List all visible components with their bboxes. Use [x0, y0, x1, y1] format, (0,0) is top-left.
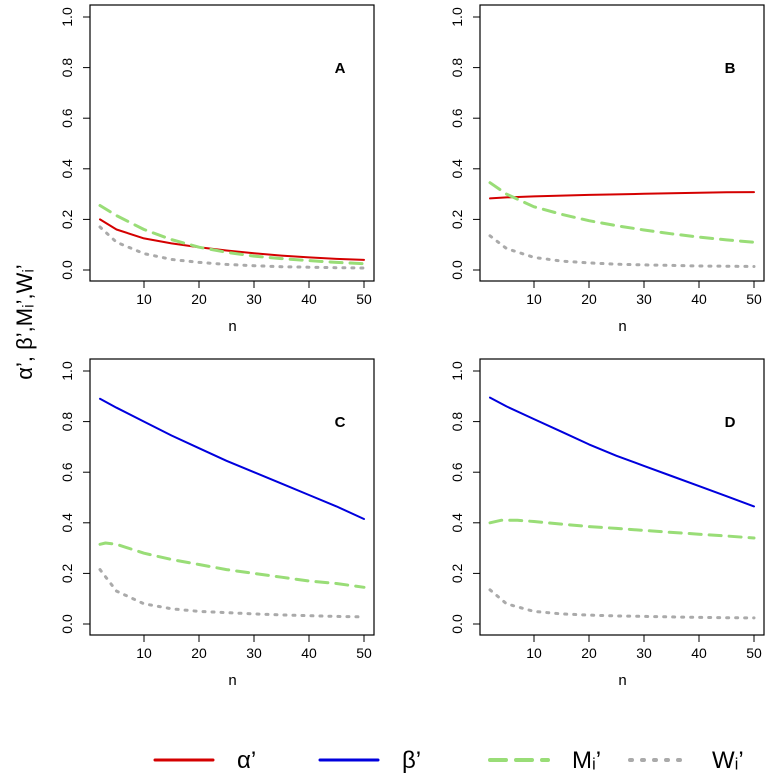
y-tick-label: 0.8 [449, 412, 465, 432]
y-tick-label: 1.0 [449, 7, 465, 27]
x-tick-label: 50 [356, 291, 372, 307]
series-line-W [488, 234, 756, 268]
series-line-M [98, 541, 366, 589]
plot-frame [479, 358, 765, 636]
y-tick-label: 0.8 [59, 58, 75, 78]
x-tick-label: 10 [526, 291, 542, 307]
legend: α’ β’ Mᵢ’ Wᵢ’ [153, 747, 744, 774]
x-tick-label: 50 [746, 291, 762, 307]
y-tick-label: 0.6 [449, 108, 465, 128]
series-line-beta [99, 397, 365, 520]
y-tick-label: 0.0 [59, 260, 75, 280]
legend-label: Mᵢ’ [572, 747, 601, 774]
plot-frame [89, 4, 375, 282]
panel-letter: D [725, 414, 736, 431]
legend-label: α’ [237, 747, 256, 774]
x-tick-label: 20 [191, 645, 207, 661]
y-tick-label: 0.2 [59, 563, 75, 583]
y-tick-label: 0.0 [449, 260, 465, 280]
y-tick-label: 1.0 [449, 361, 465, 381]
y-tick-label: 0.2 [449, 563, 465, 583]
plot-frame [479, 4, 765, 282]
x-tick-label: 50 [746, 645, 762, 661]
series-line-W [488, 588, 756, 620]
panel-C: 0.0 0.2 0.4 0.6 0.8 1.0 10 20 30 40 50 n C [59, 358, 375, 689]
y-tick-label: 0.6 [59, 108, 75, 128]
plot-frame [89, 358, 375, 636]
x-axis-label: n [228, 672, 236, 689]
x-tick-label: 30 [246, 291, 262, 307]
series-line-M [488, 181, 756, 244]
series-line-beta [489, 396, 755, 508]
x-axis-label: n [618, 672, 626, 689]
series-line-W [98, 225, 366, 270]
x-axis-label: n [618, 318, 626, 335]
panel-D: 0.0 0.2 0.4 0.6 0.8 1.0 10 20 30 40 50 n D [449, 358, 765, 689]
x-tick-label: 20 [191, 291, 207, 307]
x-tick-label: 20 [581, 645, 597, 661]
x-tick-label: 40 [691, 291, 707, 307]
y-tick-label: 0.8 [59, 412, 75, 432]
x-tick-label: 40 [691, 645, 707, 661]
y-tick-label: 0.4 [449, 513, 465, 533]
x-tick-label: 10 [136, 645, 152, 661]
panel-A: 0.0 0.2 0.4 0.6 0.8 1.0 10 20 30 40 50 n A [59, 4, 375, 335]
series-line-alpha [489, 191, 755, 200]
panel-B: 0.0 0.2 0.4 0.6 0.8 1.0 10 20 30 40 50 n B [449, 4, 765, 335]
legend-label: β’ [402, 747, 421, 774]
x-tick-label: 10 [526, 645, 542, 661]
y-tick-label: 0.4 [59, 159, 75, 179]
series-line-M [98, 204, 366, 266]
series-line-alpha [99, 218, 365, 261]
x-tick-label: 50 [356, 645, 372, 661]
x-tick-label: 20 [581, 291, 597, 307]
y-tick-label: 0.4 [449, 159, 465, 179]
legend-item-beta: β’ [318, 747, 421, 774]
y-tick-label: 0.8 [449, 58, 465, 78]
x-axis-label: n [228, 318, 236, 335]
y-tick-label: 0.0 [59, 614, 75, 634]
panel-letter: C [335, 414, 346, 431]
y-tick-label: 1.0 [59, 7, 75, 27]
x-tick-label: 40 [301, 291, 317, 307]
y-tick-label: 0.0 [449, 614, 465, 634]
x-tick-label: 30 [636, 291, 652, 307]
panel-letter: B [725, 60, 736, 77]
shared-y-axis-label: α’, β’,Mᵢ’,Wᵢ’ [12, 264, 37, 379]
x-tick-label: 40 [301, 645, 317, 661]
panels: 0.00.20.40.60.81.010 20 30 40 50nA0.00.20.40… [59, 4, 765, 689]
series-line-M [488, 518, 756, 540]
y-tick-label: 0.6 [449, 462, 465, 482]
x-tick-label: 30 [246, 645, 262, 661]
series-line-W [98, 568, 366, 619]
y-tick-label: 0.6 [59, 462, 75, 482]
legend-item-M: Mᵢ’ [488, 747, 601, 774]
y-tick-label: 1.0 [59, 361, 75, 381]
y-tick-label: 0.2 [59, 209, 75, 229]
legend-label: Wᵢ’ [712, 747, 744, 774]
x-tick-label: 10 [136, 291, 152, 307]
y-tick-label: 0.2 [449, 209, 465, 229]
x-tick-label: 30 [636, 645, 652, 661]
legend-item-W: Wᵢ’ [628, 747, 744, 774]
y-tick-label: 0.4 [59, 513, 75, 533]
legend-item-alpha: α’ [153, 747, 256, 774]
panel-letter: A [335, 60, 346, 77]
